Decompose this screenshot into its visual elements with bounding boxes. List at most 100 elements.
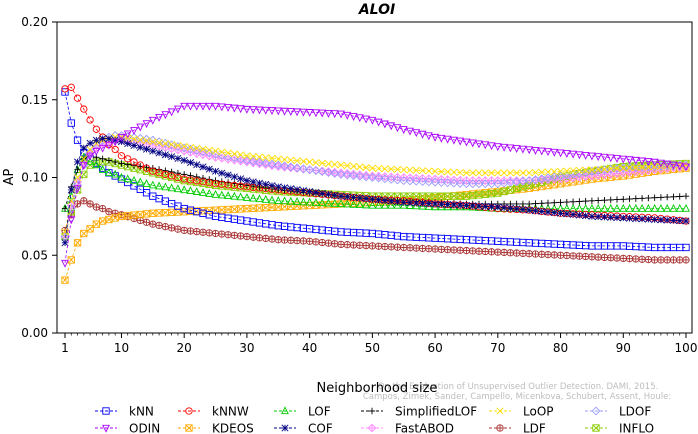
series-loop-point-stroke <box>281 155 289 163</box>
series-odin-point <box>594 153 603 162</box>
series-fastabod-point-shape <box>474 176 484 186</box>
series-ldf-point <box>86 200 94 208</box>
series-cof-point-stroke <box>481 202 489 210</box>
series-inflo-point-stroke <box>174 175 182 183</box>
series-kdeos-point-stroke <box>557 180 565 188</box>
series-kdeos-point-stroke <box>74 239 82 247</box>
series-loop-point-stroke <box>525 169 533 177</box>
series-lof-point-shape <box>98 165 107 173</box>
series-lof-point <box>631 203 640 212</box>
series-knn-point-shape <box>142 189 151 197</box>
series-lof-point <box>393 200 402 209</box>
series-ldf-point <box>613 254 621 262</box>
series-ldf-point <box>575 252 584 260</box>
series-ldof-point <box>317 167 327 177</box>
legend-label-kdeos: KDEOS <box>212 422 254 434</box>
series-kdeos-point-stroke <box>337 200 345 208</box>
y-axis-label: AP <box>2 168 17 185</box>
series-lof-point <box>638 203 647 212</box>
y-tick-label: 0.05 <box>21 248 48 262</box>
series-ldf-point <box>318 238 326 247</box>
series-ldof-point-shape <box>186 144 195 154</box>
series-loop-point <box>475 169 483 177</box>
series-lof-point-shape <box>255 194 264 203</box>
series-odin-point <box>92 147 101 156</box>
series-lof-point-shape <box>625 203 634 212</box>
series-ldof-point <box>443 178 453 188</box>
series-lof-point <box>305 197 314 206</box>
series-cof-point-stroke <box>199 163 207 171</box>
series-inflo-point-stroke <box>519 183 527 191</box>
series-loop-point <box>293 157 301 165</box>
series-line-loop <box>64 136 687 232</box>
series-simplifiedlof-point <box>632 195 640 202</box>
series-ldof-point-shape <box>405 176 415 186</box>
series-odin-point-shape <box>656 159 665 168</box>
series-ldf-point <box>268 235 276 243</box>
series-loop-point-stroke <box>519 169 527 177</box>
series-kdeos-point-stroke <box>143 210 151 218</box>
series-kdeos-point <box>73 239 82 247</box>
series-cof-point <box>318 189 326 197</box>
series-odin-point <box>155 114 164 122</box>
series-odin-point <box>456 137 465 146</box>
series-loop-point-stroke <box>469 169 477 177</box>
legend-label-inflo: INFLO <box>619 422 654 434</box>
series-kdeos-point-stroke <box>299 202 307 210</box>
series-lof-point-shape <box>412 201 421 210</box>
series-odin-point-shape <box>355 114 364 123</box>
series-cof-point <box>462 201 470 210</box>
series-ldf-point <box>305 237 314 245</box>
series-odin-point-shape <box>475 140 483 149</box>
series-odin-point-shape <box>61 259 69 268</box>
series-ldof-point <box>330 169 340 178</box>
series-cof-point <box>488 203 496 211</box>
series-odin-point-shape <box>581 151 590 160</box>
series-simplifiedlof-point <box>576 198 583 205</box>
series-odin-point <box>355 114 364 123</box>
series-cof-point-stroke <box>180 156 188 164</box>
series-ldof-point <box>198 147 208 157</box>
series-cof-point-stroke <box>638 215 646 223</box>
series-knnw-point-shape <box>86 116 94 124</box>
series-cof-point-stroke <box>168 153 176 161</box>
series-ldof-point <box>430 177 440 187</box>
series-lof-point-shape <box>242 193 251 201</box>
series-odin-point <box>161 111 170 120</box>
series-loop-point <box>368 164 376 172</box>
series-knn-point <box>682 243 690 252</box>
series-cof-point <box>161 151 169 159</box>
series-kdeos-point-stroke <box>519 185 527 193</box>
series-cof-point-stroke <box>262 180 270 188</box>
series-lof-point-shape <box>280 196 289 205</box>
series-fastabod-point <box>411 173 421 183</box>
series-odin-point <box>544 148 552 157</box>
series-simplifiedlof-point <box>569 198 577 205</box>
series-fastabod-point-shape <box>455 175 465 185</box>
series-loop-point-stroke <box>419 167 427 175</box>
series-loop-point-stroke <box>588 166 596 174</box>
series-inflo-point-stroke <box>475 191 483 199</box>
series-odin-point-shape <box>619 155 628 164</box>
series-simplifiedlof-point <box>168 168 175 176</box>
series-odin-point-shape <box>305 109 314 117</box>
series-ldf-point <box>105 208 113 216</box>
series-odin-point-shape <box>211 102 220 111</box>
series-ldf-point <box>531 250 540 258</box>
series-loop-point <box>569 167 577 175</box>
series-ldof-point-shape <box>424 177 434 187</box>
series-cof-point-stroke <box>161 151 169 159</box>
series-lof-point <box>343 199 352 208</box>
series-loop-point-stroke <box>287 156 295 164</box>
series-odin-point-shape <box>600 153 609 162</box>
series-odin-point <box>537 147 546 156</box>
series-ldof-point-shape <box>393 175 402 185</box>
series-lof-point <box>587 203 596 212</box>
series-cof-point-stroke <box>437 200 445 208</box>
series-ldf-point <box>180 226 188 235</box>
series-lof-point <box>261 194 270 203</box>
series-inflo-point <box>462 192 471 200</box>
series-cof-point-stroke <box>149 147 157 155</box>
series-odin-point <box>136 123 145 132</box>
series-lof-point-shape <box>136 177 145 186</box>
